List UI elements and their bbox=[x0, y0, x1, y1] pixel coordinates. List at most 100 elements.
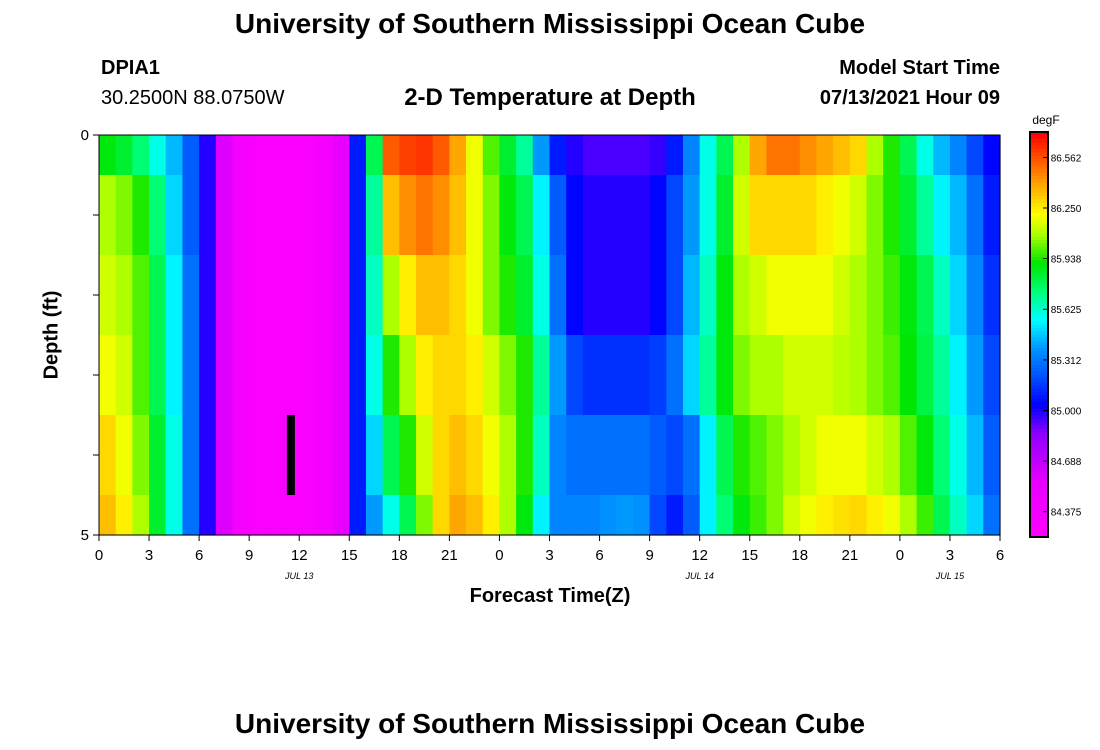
colorbar-swatch bbox=[1030, 243, 1048, 248]
heatmap-cell bbox=[899, 135, 918, 176]
heatmap-cell bbox=[299, 135, 317, 176]
colorbar-swatch bbox=[1030, 202, 1048, 207]
heatmap-cell bbox=[99, 335, 117, 416]
colorbar-tick-label: 84.375 bbox=[1051, 508, 1082, 519]
heatmap-cell bbox=[899, 175, 918, 256]
colorbar-swatch bbox=[1030, 368, 1048, 373]
colorbar-swatch bbox=[1030, 533, 1048, 538]
heatmap-cell bbox=[265, 415, 284, 496]
heatmap-cell bbox=[833, 175, 851, 256]
colorbar-swatch bbox=[1030, 300, 1048, 305]
heatmap-cell bbox=[99, 135, 117, 176]
heatmap-cell bbox=[182, 135, 200, 176]
heatmap-cell bbox=[532, 415, 551, 496]
y-tick-label: 0 bbox=[81, 127, 89, 144]
x-tick-label: 21 bbox=[441, 547, 458, 564]
heatmap-cell bbox=[132, 135, 150, 176]
heatmap-cell bbox=[766, 175, 784, 256]
colorbar-swatch bbox=[1030, 476, 1048, 481]
heatmap-cell bbox=[899, 255, 918, 336]
heatmap-cell bbox=[549, 415, 567, 496]
heatmap-cells bbox=[99, 135, 1001, 536]
date-labels: JUL 13 JUL 14 JUL 15 bbox=[284, 571, 965, 581]
x-tick-label: 21 bbox=[841, 547, 858, 564]
heatmap-cell bbox=[265, 135, 284, 176]
heatmap-cell bbox=[215, 255, 234, 336]
heatmap-cell bbox=[499, 335, 517, 416]
y-axis-title: Depth (ft) bbox=[40, 290, 63, 380]
heatmap-cell bbox=[766, 135, 784, 176]
heatmap-cell bbox=[916, 335, 934, 416]
heatmap-cell bbox=[199, 415, 217, 496]
colorbar-swatch bbox=[1030, 172, 1048, 177]
heatmap-cell bbox=[666, 135, 684, 176]
heatmap-cell bbox=[165, 255, 184, 336]
heatmap-cell bbox=[466, 135, 484, 176]
heatmap-cell bbox=[632, 175, 651, 256]
heatmap-cell bbox=[866, 415, 884, 496]
heatmap-cell bbox=[315, 175, 334, 256]
colorbar-swatch bbox=[1030, 175, 1048, 180]
heatmap-cell bbox=[449, 175, 467, 256]
heatmap-cell bbox=[332, 255, 350, 336]
heatmap-cell bbox=[966, 415, 984, 496]
colorbar-swatch bbox=[1030, 253, 1048, 258]
colorbar-swatch bbox=[1030, 341, 1048, 346]
heatmap-cell bbox=[883, 135, 901, 176]
colorbar-swatch bbox=[1030, 445, 1048, 450]
date-label: JUL 13 bbox=[284, 571, 313, 581]
heatmap-cell bbox=[933, 255, 951, 336]
heatmap-cell bbox=[466, 335, 484, 416]
heatmap-cell bbox=[849, 335, 868, 416]
heatmap-cell bbox=[349, 135, 367, 176]
heatmap-cell bbox=[716, 415, 734, 496]
heatmap-cell bbox=[432, 495, 450, 536]
heatmap-cell bbox=[783, 175, 801, 256]
heatmap-cell bbox=[816, 175, 834, 256]
colorbar-swatch bbox=[1030, 479, 1048, 484]
heatmap-cell bbox=[666, 415, 684, 496]
colorbar-swatch bbox=[1030, 483, 1048, 487]
heatmap-cell bbox=[816, 335, 834, 416]
heatmap-cell bbox=[265, 255, 284, 336]
colorbar-swatch bbox=[1030, 351, 1048, 356]
colorbar-swatch bbox=[1030, 348, 1048, 352]
heatmap-cell bbox=[382, 175, 400, 256]
station-id: DPIA1 bbox=[101, 57, 160, 79]
heatmap-cell bbox=[482, 335, 501, 416]
heatmap-cell bbox=[99, 495, 117, 536]
colorbar-swatch bbox=[1030, 489, 1048, 494]
heatmap-cell bbox=[549, 335, 567, 416]
colorbar-swatch bbox=[1030, 135, 1048, 140]
heatmap-cell bbox=[649, 495, 667, 536]
heatmap-cell bbox=[833, 495, 851, 536]
heatmap-cell bbox=[282, 135, 300, 176]
heatmap-cell bbox=[699, 135, 717, 176]
heatmap-cell bbox=[365, 255, 384, 336]
heatmap-cell bbox=[566, 135, 584, 176]
colorbar-swatch bbox=[1030, 496, 1048, 501]
heatmap-cell bbox=[416, 415, 434, 496]
heatmap-cell bbox=[449, 335, 467, 416]
heatmap-cell bbox=[215, 415, 234, 496]
heatmap-cell bbox=[866, 495, 884, 536]
heatmap-cell bbox=[833, 135, 851, 176]
heatmap-cell bbox=[99, 415, 117, 496]
colorbar-swatch bbox=[1030, 432, 1048, 437]
heatmap-cell bbox=[666, 335, 684, 416]
heatmap-cell bbox=[933, 495, 951, 536]
heatmap-cell bbox=[482, 175, 501, 256]
colorbar-swatch bbox=[1030, 334, 1048, 339]
colorbar-swatch bbox=[1030, 182, 1048, 187]
heatmap-cell bbox=[682, 335, 701, 416]
heatmap-cell bbox=[332, 175, 350, 256]
heatmap-cell bbox=[733, 335, 751, 416]
heatmap-cell bbox=[466, 415, 484, 496]
heatmap-cell bbox=[399, 175, 417, 256]
colorbar-swatch bbox=[1030, 499, 1048, 504]
heatmap-cell bbox=[749, 415, 768, 496]
heatmap-cell bbox=[733, 135, 751, 176]
heatmap-cell bbox=[532, 255, 551, 336]
heatmap-cell bbox=[115, 135, 133, 176]
colorbar-swatch bbox=[1030, 439, 1048, 444]
